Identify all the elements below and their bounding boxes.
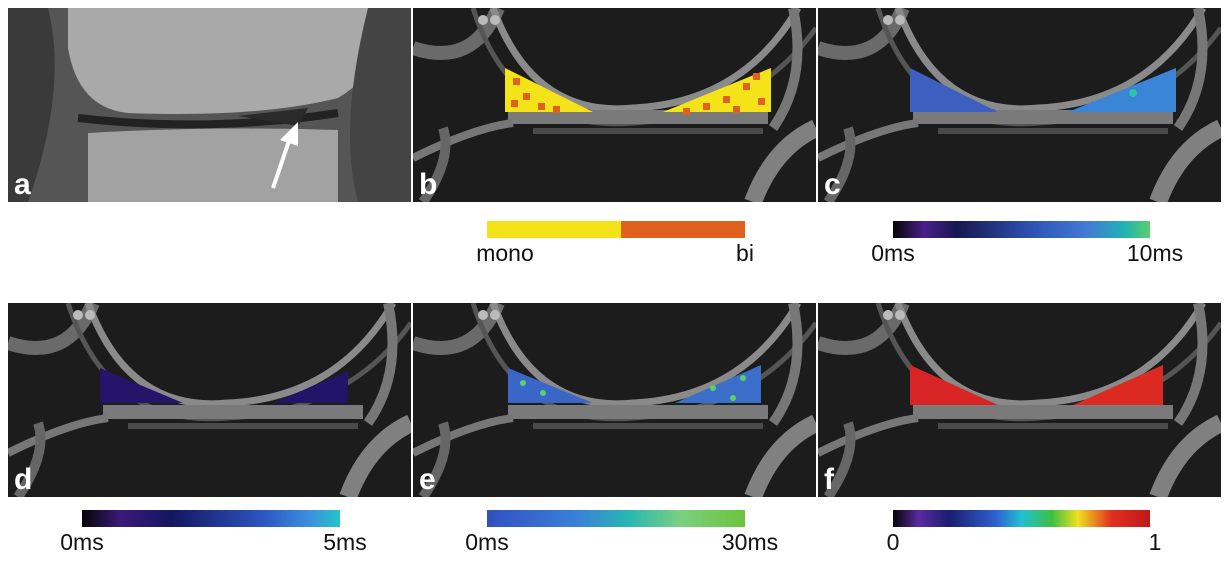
scale-max-label: 30ms bbox=[722, 529, 778, 555]
mri-image bbox=[8, 303, 411, 497]
panel: c bbox=[818, 8, 1221, 202]
map-pixel bbox=[523, 93, 530, 100]
scale-max-label: 1 bbox=[1149, 529, 1162, 555]
panel-label: f bbox=[824, 463, 835, 496]
scale-max-label: 10ms bbox=[1127, 240, 1183, 266]
map-pixel bbox=[538, 103, 545, 110]
panel-label: e bbox=[419, 463, 436, 496]
panel-label: b bbox=[419, 168, 437, 201]
color-bar bbox=[893, 510, 1150, 527]
map-pixel bbox=[520, 380, 526, 386]
map-pixel bbox=[513, 78, 520, 85]
panel-label: d bbox=[14, 463, 32, 496]
map-pixel bbox=[710, 385, 716, 391]
color-bar bbox=[487, 510, 745, 527]
map-pixel bbox=[703, 103, 710, 110]
color-bar bbox=[893, 221, 1150, 238]
map-pixel bbox=[753, 73, 760, 80]
map-pixel bbox=[511, 100, 518, 107]
figure: a b mono bi c 0ms 10ms d 0ms 5ms e 0ms 30ms f 0 1 bbox=[0, 0, 1225, 563]
map-pixel bbox=[1129, 89, 1137, 97]
map-pixel bbox=[540, 390, 546, 396]
map-pixel bbox=[553, 106, 560, 113]
scale-min-label: 0ms bbox=[871, 240, 914, 266]
map-pixel bbox=[758, 98, 765, 105]
panel: b bbox=[413, 8, 816, 202]
scale-min-label: 0ms bbox=[60, 529, 103, 555]
panel: f bbox=[818, 303, 1221, 497]
map-pixel bbox=[743, 83, 750, 90]
scale-max-label: 5ms bbox=[323, 529, 366, 555]
panel-label: c bbox=[824, 168, 841, 201]
panel-label: a bbox=[14, 168, 31, 201]
map-pixel bbox=[683, 108, 690, 115]
scale-min-label: 0 bbox=[887, 529, 900, 555]
panel: d bbox=[8, 303, 411, 497]
map-pixel bbox=[723, 96, 730, 103]
scale-min-label: mono bbox=[476, 240, 534, 266]
color-bar bbox=[82, 510, 340, 527]
page: abmonobic0ms10msd0ms5mse0ms30msf01 (() =… bbox=[0, 0, 1225, 563]
tibial-plateau bbox=[88, 129, 338, 202]
color-bar bbox=[487, 221, 745, 238]
map-pixel bbox=[730, 395, 736, 401]
panel: e bbox=[413, 303, 816, 497]
scale-min-label: 0ms bbox=[465, 529, 508, 555]
map-pixel bbox=[733, 106, 740, 113]
map-pixel bbox=[740, 375, 746, 381]
scale-max-label: bi bbox=[736, 240, 754, 266]
panel: a bbox=[8, 8, 411, 202]
